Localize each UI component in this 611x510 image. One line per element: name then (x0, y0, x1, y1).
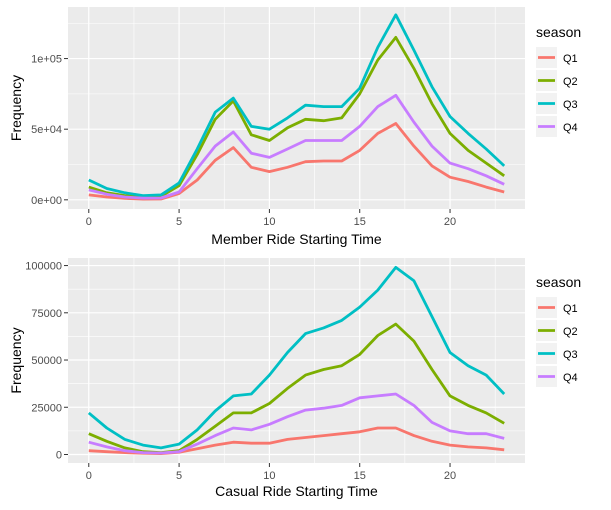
series-line-q3 (88, 13, 506, 198)
legend: season Q1 Q2 Q3 Q4 (536, 24, 581, 137)
x-tick-label: 10 (263, 216, 275, 228)
y-tick-label: 50000 (31, 355, 62, 367)
legend: season Q1 Q2 Q3 Q4 (536, 274, 581, 387)
y-tick-label: 0 (56, 449, 62, 461)
x-tick-label: 0 (86, 470, 92, 482)
chart-panel-2: 0 25000 50000 75000 100000 0 5 10 15 20 Casual Rid… (8, 258, 581, 499)
x-axis-title: Casual Ride Starting Time (215, 483, 378, 499)
y-tick-label: 5e+04 (31, 124, 62, 136)
y-tick-label: 25000 (31, 402, 62, 414)
legend-title: season (536, 24, 581, 40)
y-tick-label: 1e+05 (31, 54, 62, 66)
x-tick-label: 20 (444, 470, 456, 482)
legend-label-q1: Q1 (563, 303, 578, 315)
x-tick-label: 5 (176, 470, 182, 482)
series-line-q3 (87, 265, 506, 450)
legend-label-q4: Q4 (563, 372, 578, 384)
y-tick-label: 0e+00 (31, 195, 62, 207)
x-tick-label: 20 (444, 216, 456, 228)
legend-label-q2: Q2 (563, 76, 578, 88)
x-axis-title: Member Ride Starting Time (211, 231, 382, 247)
x-tick-label: 0 (86, 216, 92, 228)
series-line-q4 (88, 93, 505, 200)
y-tick-label: 100000 (25, 261, 62, 273)
y-axis-title: Frequency (8, 75, 24, 141)
legend-label-q3: Q3 (563, 99, 578, 111)
x-tick-label: 15 (354, 216, 366, 228)
x-tick-label: 5 (176, 216, 182, 228)
x-tick-label: 15 (354, 470, 366, 482)
y-tick-label: 75000 (31, 308, 62, 320)
x-tick-label: 10 (263, 470, 275, 482)
legend-title: season (536, 274, 581, 290)
chart-panel-1: 0e+00 5e+04 1e+05 0 5 10 15 20 Member Ride Start… (8, 7, 581, 247)
series-line-q4 (88, 392, 505, 455)
legend-label-q4: Q4 (563, 122, 578, 134)
legend-label-q2: Q2 (563, 326, 578, 338)
legend-label-q3: Q3 (563, 349, 578, 361)
legend-label-q1: Q1 (563, 53, 578, 65)
y-axis-title: Frequency (8, 327, 24, 393)
